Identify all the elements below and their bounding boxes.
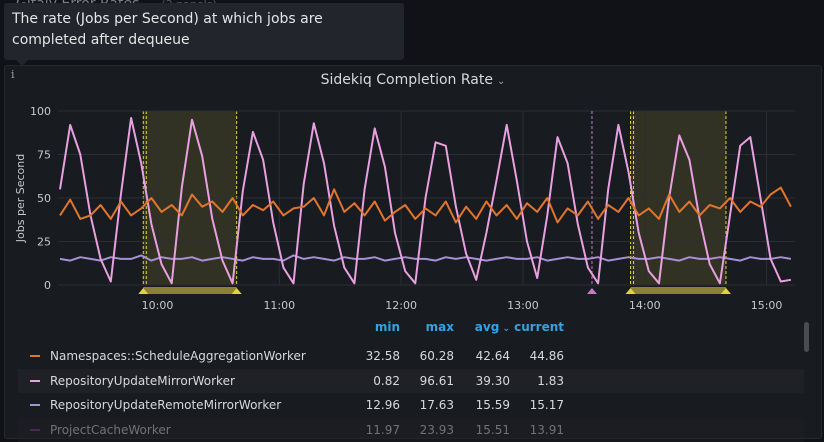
y-tick-label: 25 <box>37 236 51 249</box>
x-tick-label: 11:00 <box>263 299 295 312</box>
annotation-region-bar[interactable] <box>143 287 237 294</box>
series-avg: 15.51 <box>475 422 510 437</box>
legend-row[interactable]: RepositoryUpdateMirrorWorker 0.82 96.61 … <box>18 368 804 393</box>
y-tick-label: 75 <box>37 149 51 162</box>
series-min: 12.96 <box>365 398 400 412</box>
series-name[interactable]: ProjectCacheWorker <box>50 422 171 437</box>
time-series-chart[interactable]: 0 25 50 75 100 10:00 11:00 12:00 13:00 14:00 15:00… <box>0 0 824 315</box>
legend-row[interactable]: ProjectCacheWorker 11.97 23.93 15.51 13.… <box>18 417 804 442</box>
y-tick-label: 50 <box>37 192 51 205</box>
x-tick-label: 12:00 <box>385 299 417 312</box>
series-avg: 15.59 <box>475 398 510 412</box>
series-current: 44.86 <box>529 349 564 363</box>
annotation-marker[interactable] <box>625 288 636 294</box>
series-max: 17.63 <box>419 398 454 412</box>
series-line[interactable] <box>59 117 792 285</box>
annotation-marker[interactable] <box>231 288 242 294</box>
series-min: 11.97 <box>365 422 400 437</box>
current-column-header[interactable]: current <box>514 320 564 334</box>
series-current: 13.91 <box>529 422 564 437</box>
panel-title[interactable]: Sidekiq Completion Rate ⌄ <box>5 72 821 88</box>
series-max: 60.28 <box>419 349 454 363</box>
avg-label: avg <box>474 320 500 334</box>
annotation-marker[interactable] <box>720 288 731 294</box>
series-name[interactable]: RepositoryUpdateRemoteMirrorWorker <box>50 398 282 412</box>
chevron-down-icon: ⌄ <box>499 324 510 334</box>
legend-row[interactable]: RepositoryUpdateRemoteMirrorWorker 12.96… <box>18 393 804 418</box>
panel-description-tooltip: The rate (Jobs per Second) at which jobs… <box>4 3 404 66</box>
series-color-swatch[interactable] <box>30 428 40 431</box>
series-min: 32.58 <box>365 349 400 363</box>
y-tick-label: 0 <box>44 279 51 292</box>
y-tick-label: 100 <box>30 105 51 118</box>
series-color-swatch[interactable] <box>30 355 40 357</box>
max-column-header[interactable]: max <box>425 320 454 334</box>
series-line[interactable] <box>59 254 792 262</box>
legend-row[interactable]: Namespaces::ScheduleAggregationWorker 32… <box>18 344 804 369</box>
series-min: 0.82 <box>373 373 400 388</box>
min-column-header[interactable]: min <box>374 320 400 334</box>
annotation-region-bar[interactable] <box>630 287 726 294</box>
panel-title-text: Sidekiq Completion Rate <box>320 72 493 88</box>
x-tick-label: 14:00 <box>629 299 661 312</box>
series-name[interactable]: Namespaces::ScheduleAggregationWorker <box>50 349 306 363</box>
series-current: 1.83 <box>537 373 564 388</box>
tooltip-text: The rate (Jobs per Second) at which jobs… <box>12 11 323 48</box>
y-axis-label: Jobs per Second <box>14 154 27 243</box>
series-max: 23.93 <box>419 422 454 437</box>
annotation-marker[interactable] <box>586 288 597 294</box>
series-avg: 39.30 <box>475 373 510 388</box>
series-line[interactable] <box>59 186 792 224</box>
info-icon[interactable]: i <box>11 68 15 81</box>
legend-header: min max avg ⌄ current <box>18 318 804 344</box>
series-current: 15.17 <box>529 398 564 412</box>
x-tick-label: 10:00 <box>142 299 174 312</box>
legend-scrollbar[interactable] <box>804 322 809 352</box>
series-max: 96.61 <box>419 373 454 388</box>
series-color-swatch[interactable] <box>30 379 40 382</box>
series-avg: 42.64 <box>475 349 510 363</box>
series-name[interactable]: RepositoryUpdateMirrorWorker <box>50 373 235 388</box>
series-color-swatch[interactable] <box>30 404 40 406</box>
annotation-marker[interactable] <box>138 288 149 294</box>
avg-column-header[interactable]: avg ⌄ <box>450 320 510 334</box>
x-tick-label: 15:00 <box>751 299 783 312</box>
legend-table: min max avg ⌄ current Namespaces::Schedu… <box>18 318 804 442</box>
x-tick-label: 13:00 <box>507 299 539 312</box>
chevron-down-icon: ⌄ <box>496 76 506 87</box>
